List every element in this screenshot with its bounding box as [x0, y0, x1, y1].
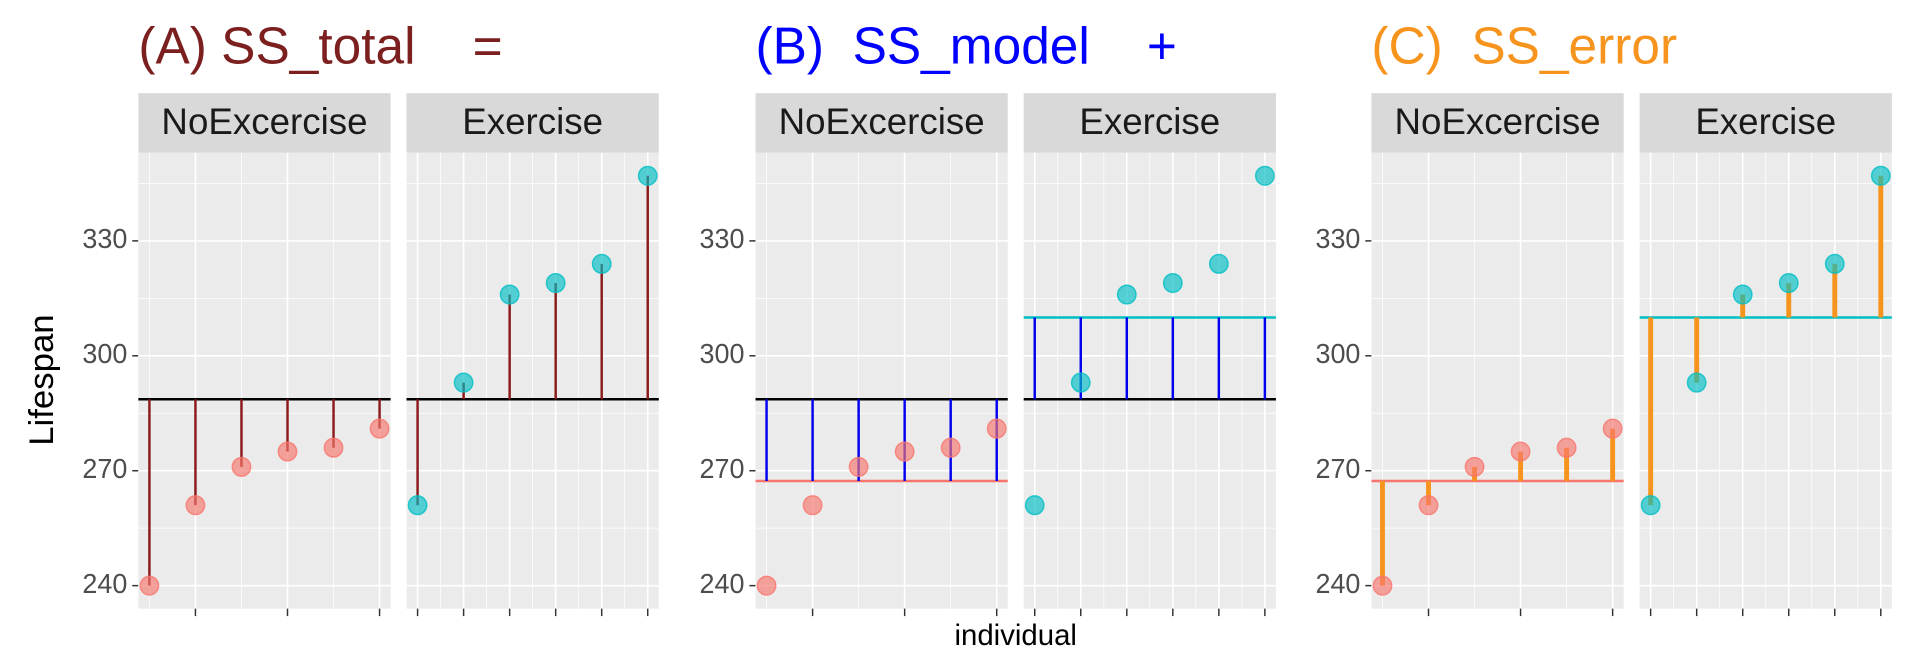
- panel-content: [1371, 152, 1624, 609]
- strip: [1371, 93, 1624, 153]
- point: [1778, 272, 1799, 294]
- point: [1024, 495, 1045, 516]
- y-axis-title: Lifespan: [23, 314, 61, 445]
- point: [1070, 372, 1091, 393]
- point: [323, 437, 344, 458]
- point: [848, 456, 869, 477]
- panel-content: [138, 152, 391, 609]
- chart-title: (B) SS_model +: [756, 16, 1177, 74]
- panel-content: [755, 152, 1008, 609]
- point: [1254, 165, 1275, 186]
- point: [1372, 575, 1393, 596]
- point: [453, 372, 474, 393]
- point: [756, 575, 777, 596]
- y-tick-label: 270: [82, 453, 127, 484]
- panel: [1371, 152, 1624, 609]
- strip: [406, 93, 659, 153]
- y-tick-label: 270: [700, 453, 745, 484]
- y-tick-label: 240: [700, 568, 745, 599]
- y-tick-label: 300: [82, 338, 127, 369]
- plot-area: (A) SS_total = Lifespan 240 270 300 330 NoExce…: [23, 16, 1892, 652]
- facet-label: NoExcercise: [1395, 101, 1601, 142]
- point: [802, 495, 823, 516]
- chart-title: (A) SS_total =: [138, 16, 502, 74]
- point: [1556, 437, 1577, 458]
- point: [277, 441, 298, 462]
- strip: [1023, 93, 1276, 153]
- y-tick-label: 240: [1315, 568, 1360, 599]
- panel: [138, 152, 391, 609]
- point: [1418, 495, 1439, 516]
- point: [637, 165, 658, 186]
- point: [1602, 418, 1623, 439]
- strip: [755, 93, 1008, 153]
- facet-label: NoExcercise: [161, 101, 367, 142]
- point: [1208, 253, 1229, 274]
- panel-content: [1639, 152, 1892, 609]
- point: [1824, 253, 1845, 274]
- panel: [755, 152, 1008, 609]
- point: [1510, 441, 1531, 462]
- panel-content: [406, 152, 659, 609]
- facet-label: NoExcercise: [779, 101, 985, 142]
- point: [986, 418, 1007, 439]
- point: [545, 272, 566, 294]
- y-tick-label: 330: [700, 223, 745, 254]
- y-tick-label: 330: [82, 223, 127, 254]
- point: [894, 441, 915, 462]
- point: [1732, 284, 1753, 305]
- x-axis-title: individual: [955, 619, 1077, 652]
- point: [231, 456, 252, 477]
- y-tick-label: 300: [700, 338, 745, 369]
- y-tick-label: 270: [1315, 453, 1360, 484]
- y-tick-label: 330: [1315, 223, 1360, 254]
- point: [499, 284, 520, 305]
- point: [407, 495, 428, 516]
- point: [185, 495, 206, 516]
- point: [369, 418, 390, 439]
- facet-label: Exercise: [462, 101, 603, 142]
- strip: [1639, 93, 1892, 153]
- y-tick-label: 240: [82, 568, 127, 599]
- point: [940, 437, 961, 458]
- point: [1640, 495, 1661, 516]
- point: [139, 575, 160, 596]
- point: [1686, 372, 1707, 393]
- chart-title: (C) SS_error: [1371, 16, 1677, 74]
- point: [591, 253, 612, 274]
- strip: [138, 93, 391, 153]
- panel-content: [1023, 152, 1276, 609]
- point: [1116, 284, 1137, 305]
- facet-label: Exercise: [1079, 101, 1220, 142]
- point: [1162, 272, 1183, 294]
- y-tick-label: 300: [1315, 338, 1360, 369]
- point: [1464, 456, 1485, 477]
- facet-label: Exercise: [1695, 101, 1836, 142]
- point: [1870, 165, 1891, 186]
